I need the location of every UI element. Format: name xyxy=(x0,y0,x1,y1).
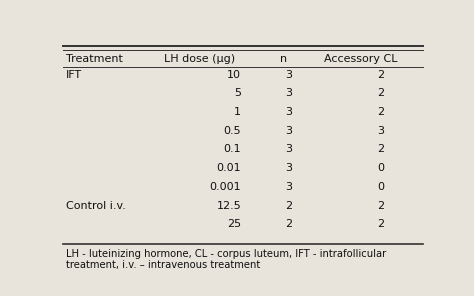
Text: 3: 3 xyxy=(285,163,292,173)
Text: 3: 3 xyxy=(285,89,292,98)
Text: LH dose (μg): LH dose (μg) xyxy=(164,54,235,65)
Text: 2: 2 xyxy=(285,201,292,210)
Text: 2: 2 xyxy=(377,201,384,210)
Text: 3: 3 xyxy=(285,144,292,155)
Text: 1: 1 xyxy=(234,107,241,117)
Text: 25: 25 xyxy=(227,219,241,229)
Text: 0.5: 0.5 xyxy=(223,126,241,136)
Text: 3: 3 xyxy=(285,70,292,80)
Text: 0.01: 0.01 xyxy=(217,163,241,173)
Text: 2: 2 xyxy=(377,144,384,155)
Text: 12.5: 12.5 xyxy=(216,201,241,210)
Text: 3: 3 xyxy=(285,126,292,136)
Text: n: n xyxy=(280,54,287,65)
Text: LH - luteinizing hormone, CL - corpus luteum, IFT - intrafollicular
treatment, i: LH - luteinizing hormone, CL - corpus lu… xyxy=(66,249,386,270)
Text: 2: 2 xyxy=(285,219,292,229)
Text: 10: 10 xyxy=(227,70,241,80)
Text: 2: 2 xyxy=(377,219,384,229)
Text: 2: 2 xyxy=(377,70,384,80)
Text: 3: 3 xyxy=(377,126,384,136)
Text: 0: 0 xyxy=(377,163,384,173)
Text: Control i.v.: Control i.v. xyxy=(66,201,126,210)
Text: 3: 3 xyxy=(285,107,292,117)
Text: 2: 2 xyxy=(377,107,384,117)
Text: Treatment: Treatment xyxy=(66,54,123,65)
Text: 0.001: 0.001 xyxy=(210,182,241,192)
Text: Accessory CL: Accessory CL xyxy=(324,54,397,65)
Text: 0: 0 xyxy=(377,182,384,192)
Text: IFT: IFT xyxy=(66,70,82,80)
Text: 3: 3 xyxy=(285,182,292,192)
Text: 5: 5 xyxy=(234,89,241,98)
Text: 2: 2 xyxy=(377,89,384,98)
Text: 0.1: 0.1 xyxy=(223,144,241,155)
